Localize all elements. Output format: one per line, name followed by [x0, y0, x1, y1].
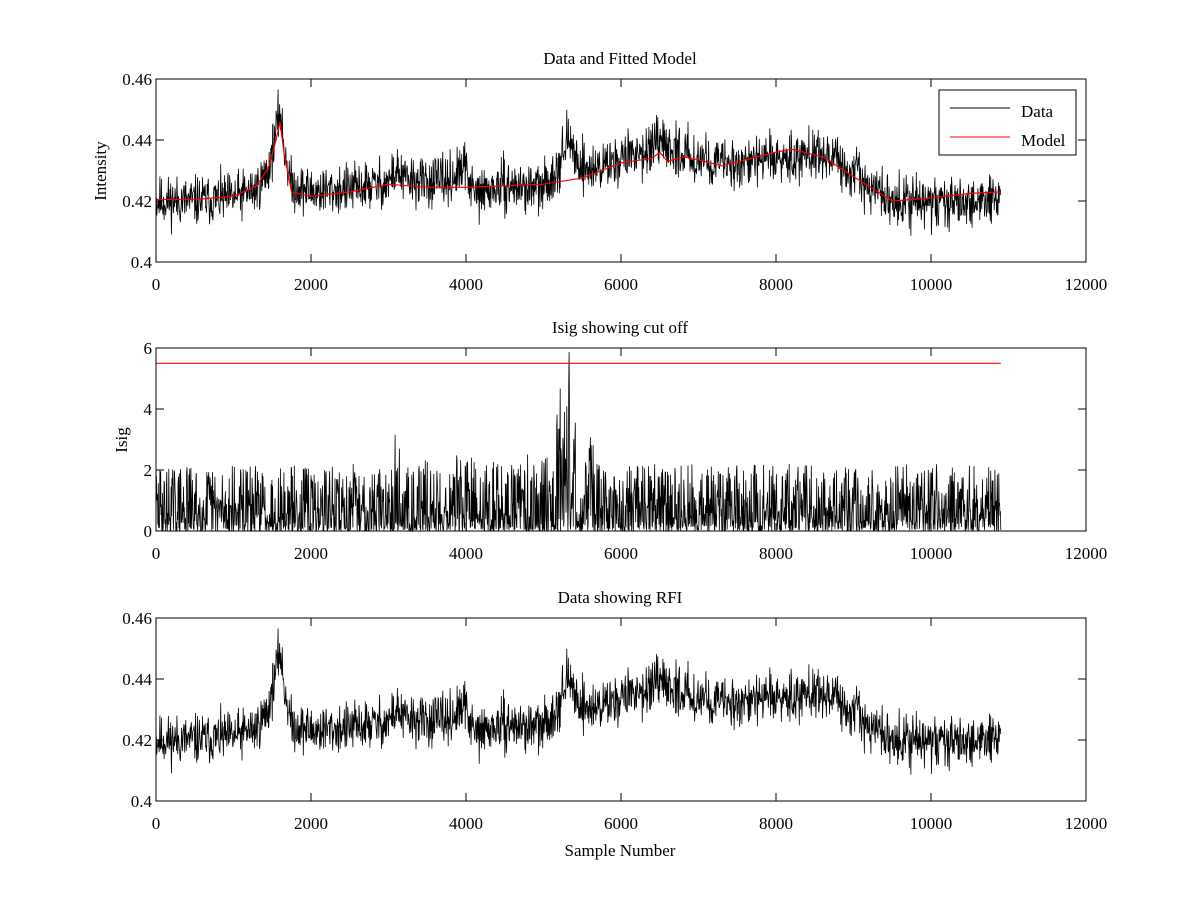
x-tick-label: 2000: [294, 544, 328, 563]
x-tick-label: 10000: [910, 814, 953, 833]
legend: Data Model: [938, 89, 1077, 156]
panel3-frame-border: [155, 617, 1087, 802]
x-tick-label: 8000: [759, 275, 793, 294]
panel1-ylabel: Intensity: [91, 141, 110, 201]
panel3-title: Data showing RFI: [558, 588, 683, 607]
panel2-series: [155, 351, 1002, 533]
x-tick-label: 8000: [759, 544, 793, 563]
panel1-series: [155, 89, 1002, 236]
signal-series-line: [155, 628, 1002, 775]
legend-data-label: Data: [1021, 102, 1054, 121]
y-tick-label: 0.42: [122, 192, 152, 211]
x-tick-label: 12000: [1065, 814, 1108, 833]
panel2-frame-border: [155, 347, 1087, 532]
y-tick-label: 4: [144, 400, 153, 419]
y-tick-label: 0.4: [131, 253, 153, 272]
y-tick-label: 0: [144, 522, 153, 541]
x-tick-label: 6000: [604, 544, 638, 563]
panel3-xlabel: Sample Number: [565, 841, 676, 860]
y-tick-label: 0.4: [131, 792, 153, 811]
x-tick-label: 0: [152, 814, 161, 833]
y-tick-label: 2: [144, 461, 153, 480]
model-series-line: [156, 121, 1001, 202]
legend-model-label: Model: [1021, 131, 1066, 150]
x-tick-label: 6000: [604, 814, 638, 833]
y-tick-label: 0.44: [122, 131, 152, 150]
panel1-frame-border: [155, 78, 1087, 263]
x-tick-label: 4000: [449, 544, 483, 563]
panel2-ylabel: Isig: [112, 427, 131, 453]
panel-isig: Isig showing cut off Isig 0 2000 4000 6000 8…: [112, 318, 1107, 563]
y-tick-label: 0.44: [122, 670, 152, 689]
x-tick-label: 2000: [294, 275, 328, 294]
x-tick-label: 8000: [759, 814, 793, 833]
x-tick-label: 10000: [910, 275, 953, 294]
panel2-ticks: 0 2000 4000 6000 8000 10000 12000 0 2 4 6: [144, 339, 1108, 563]
legend-box: [938, 89, 1077, 156]
y-tick-label: 0.46: [122, 609, 152, 628]
panel2-title: Isig showing cut off: [552, 318, 688, 337]
x-tick-label: 10000: [910, 544, 953, 563]
x-tick-label: 6000: [604, 275, 638, 294]
y-tick-label: 0.46: [122, 70, 152, 89]
y-tick-label: 0.42: [122, 731, 152, 750]
x-tick-label: 4000: [449, 814, 483, 833]
panel1-title: Data and Fitted Model: [543, 49, 697, 68]
panel-data-rfi: Data showing RFI 0 2000 4000 6000 8000 10000 1…: [122, 588, 1107, 860]
x-tick-label: 12000: [1065, 544, 1108, 563]
panel3-series: [155, 628, 1002, 775]
x-tick-label: 12000: [1065, 275, 1108, 294]
panel-data-and-model: Data and Fitted Model Intensity 0 2000 400…: [91, 49, 1107, 294]
panel3-ticks: 0 2000 4000 6000 8000 10000 12000 0.4 0.42 0.44 0.…: [122, 609, 1107, 833]
panel3-plot-area: [155, 617, 1087, 802]
x-tick-label: 2000: [294, 814, 328, 833]
x-tick-label: 4000: [449, 275, 483, 294]
signal-series-line: [155, 351, 1002, 533]
y-tick-label: 6: [144, 339, 153, 358]
x-tick-label: 0: [152, 544, 161, 563]
x-tick-label: 0: [152, 275, 161, 294]
panel1-ticks: 0 2000 4000 6000 8000 10000 12000 0.4 0.42 0.44 0.…: [122, 70, 1107, 294]
